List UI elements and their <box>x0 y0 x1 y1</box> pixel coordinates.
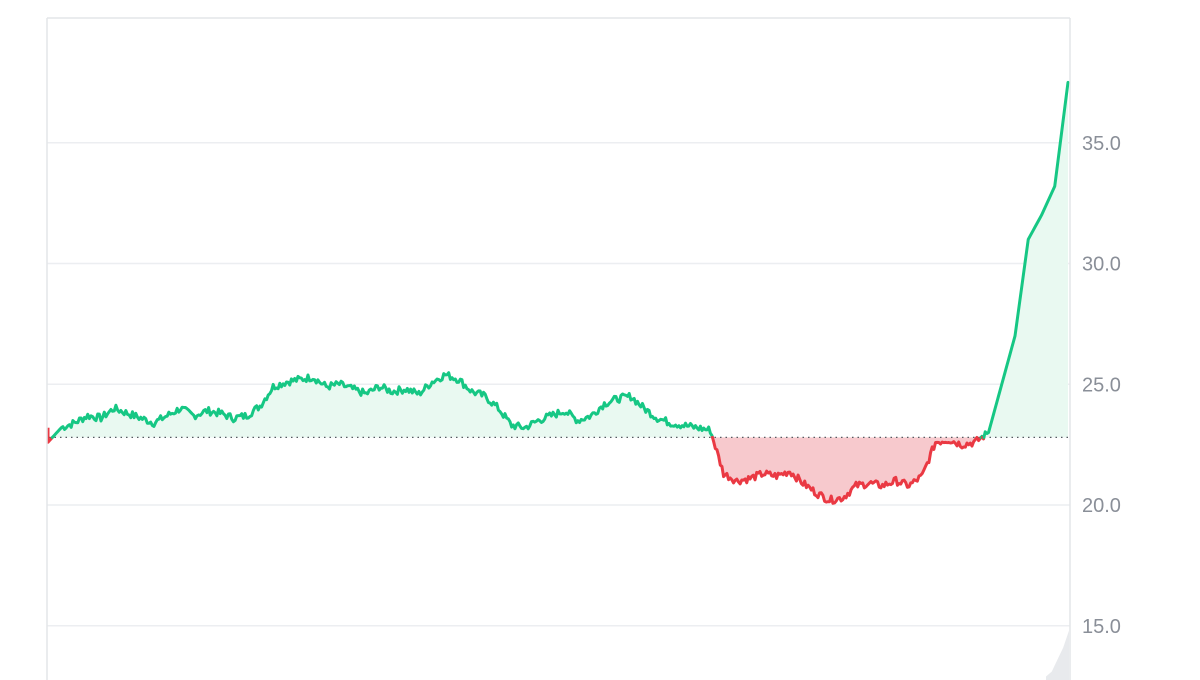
area-above-baseline <box>52 372 713 438</box>
price-line-below-baseline <box>710 435 983 505</box>
grid-layer <box>47 142 1070 627</box>
y-axis: 35.0 30.0 25.0 20.0 15.0 <box>1082 133 1121 638</box>
y-tick-label: 20.0 <box>1082 495 1121 517</box>
frame-layer <box>46 17 1071 680</box>
price-line-layer <box>46 80 1070 505</box>
volume-layer <box>1046 630 1069 680</box>
area-below-baseline <box>712 437 982 504</box>
y-tick-label: 25.0 <box>1082 374 1121 396</box>
area-fill-layer <box>48 82 1068 504</box>
y-tick-label: 15.0 <box>1082 616 1121 638</box>
volume-area <box>1046 630 1069 680</box>
price-line-above-baseline <box>50 371 714 439</box>
price-line-above-baseline <box>982 80 1070 439</box>
y-tick-label: 35.0 <box>1082 133 1121 155</box>
y-tick-label: 30.0 <box>1082 254 1121 276</box>
